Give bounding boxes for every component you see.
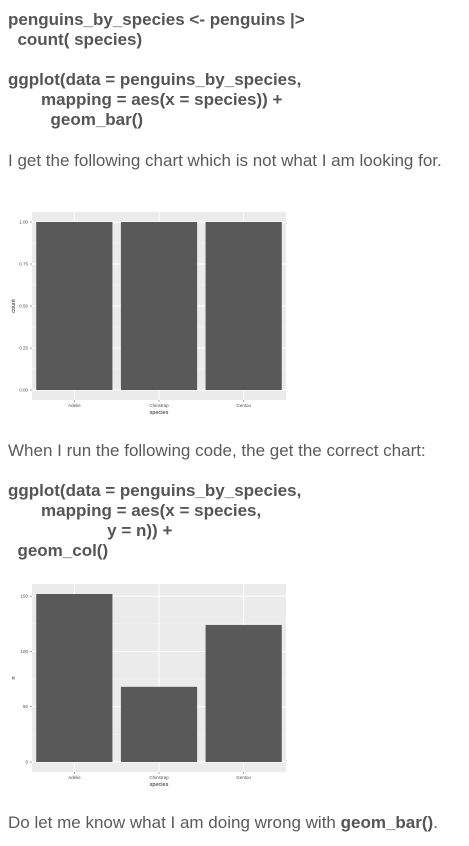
y-tick-label: 0.50	[19, 304, 28, 309]
x-tick-label: Adelie	[68, 403, 81, 408]
x-tick-label: Gentoo	[236, 775, 251, 780]
y-tick-label: 1.00	[19, 220, 28, 225]
y-tick-label: 50	[23, 704, 29, 709]
paragraph-correct-chart: When I run the following code, the get t…	[8, 441, 426, 460]
chart-geom-bar: 0.00 0.25 0.50 0.75 1.00 Adelie Chinstrap Gento…	[10, 208, 286, 425]
x-tick-label: Gentoo	[236, 403, 251, 408]
y-tick-label: 0.00	[19, 388, 28, 393]
paragraph-question: Do let me know what I am doing wrong wit…	[8, 813, 438, 833]
bar-adelie	[36, 222, 113, 390]
y-tick-label: 150	[20, 594, 28, 599]
bar-chinstrap	[120, 686, 198, 762]
bar-adelie	[36, 594, 113, 762]
code-line	[8, 50, 305, 70]
y-tick-label: 100	[20, 649, 28, 654]
y-tick-label: 0	[25, 760, 28, 765]
code-line: y = n)) +	[8, 521, 173, 540]
x-tick-label: Chinstrap	[149, 403, 169, 408]
code-line: penguins_by_species <- penguins |>	[8, 10, 305, 29]
question-code-geom-bar: geom_bar()	[340, 813, 434, 832]
x-tick-label: Chinstrap	[149, 775, 169, 780]
question-text: Do let me know what I am doing wrong wit…	[8, 813, 341, 832]
y-tick-label: 0.75	[19, 262, 28, 267]
bar-gentoo	[205, 624, 282, 762]
code-block-geom-bar: penguins_by_species <- penguins |> count…	[8, 10, 305, 130]
y-tick-label: 0.25	[19, 346, 28, 351]
bar-chinstrap	[120, 222, 198, 390]
paragraph-not-expected: I get the following chart which is not w…	[8, 151, 442, 170]
question-period: .	[433, 813, 438, 832]
chart-geom-col: 0 50 100 150 Adelie Chinstrap Gentoo species n	[10, 580, 286, 797]
code-line: count( species)	[8, 30, 143, 49]
x-axis-title: species	[150, 410, 169, 416]
code-line: geom_col()	[8, 541, 109, 560]
y-axis-title: n	[11, 676, 17, 679]
code-line: ggplot(data = penguins_by_species,	[8, 481, 302, 500]
x-tick-label: Adelie	[68, 775, 81, 780]
code-line: geom_bar()	[8, 110, 144, 129]
x-axis-title: species	[150, 782, 169, 788]
code-line: ggplot(data = penguins_by_species,	[8, 70, 302, 89]
chart-geom-col-svg: 0 50 100 150 Adelie Chinstrap Gentoo species n	[11, 584, 286, 788]
code-block-geom-col: ggplot(data = penguins_by_species, mappi…	[8, 481, 301, 561]
chart-geom-bar-svg: 0.00 0.25 0.50 0.75 1.00 Adelie Chinstrap Gento…	[11, 212, 286, 416]
code-line: mapping = aes(x = species)) +	[8, 90, 283, 109]
bar-gentoo	[205, 222, 282, 390]
y-axis-title: count	[11, 299, 17, 313]
code-line: mapping = aes(x = species,	[8, 501, 262, 520]
